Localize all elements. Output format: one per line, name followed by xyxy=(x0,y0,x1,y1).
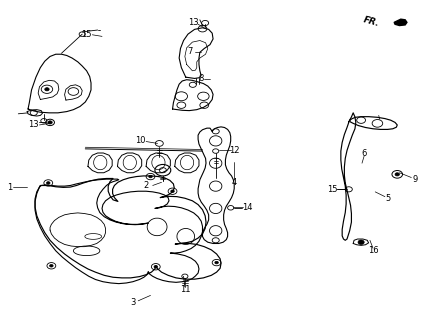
Text: 4: 4 xyxy=(232,178,237,187)
Text: 2: 2 xyxy=(144,181,149,190)
Circle shape xyxy=(395,173,400,176)
Text: FR.: FR. xyxy=(362,15,381,28)
Text: 5: 5 xyxy=(386,194,391,203)
Circle shape xyxy=(154,266,157,268)
Text: 7: 7 xyxy=(187,47,193,56)
Text: 9: 9 xyxy=(412,175,418,184)
Text: 11: 11 xyxy=(179,285,190,294)
Circle shape xyxy=(46,182,50,184)
Text: 16: 16 xyxy=(368,246,378,255)
Text: 8: 8 xyxy=(198,74,204,83)
Circle shape xyxy=(171,190,174,193)
Text: 15: 15 xyxy=(81,30,92,39)
Circle shape xyxy=(50,265,53,267)
Text: 10: 10 xyxy=(136,136,146,145)
Circle shape xyxy=(45,88,49,91)
Text: 1: 1 xyxy=(7,183,12,192)
Polygon shape xyxy=(394,19,407,26)
Text: 13: 13 xyxy=(28,120,39,130)
Text: 12: 12 xyxy=(229,146,240,155)
Circle shape xyxy=(215,261,218,264)
Text: 14: 14 xyxy=(242,203,253,212)
Text: 15: 15 xyxy=(327,185,337,194)
Circle shape xyxy=(48,121,52,124)
Text: 3: 3 xyxy=(130,298,136,307)
Circle shape xyxy=(149,175,152,178)
Circle shape xyxy=(358,240,364,244)
Text: 13: 13 xyxy=(188,19,199,28)
Text: 6: 6 xyxy=(362,149,367,158)
